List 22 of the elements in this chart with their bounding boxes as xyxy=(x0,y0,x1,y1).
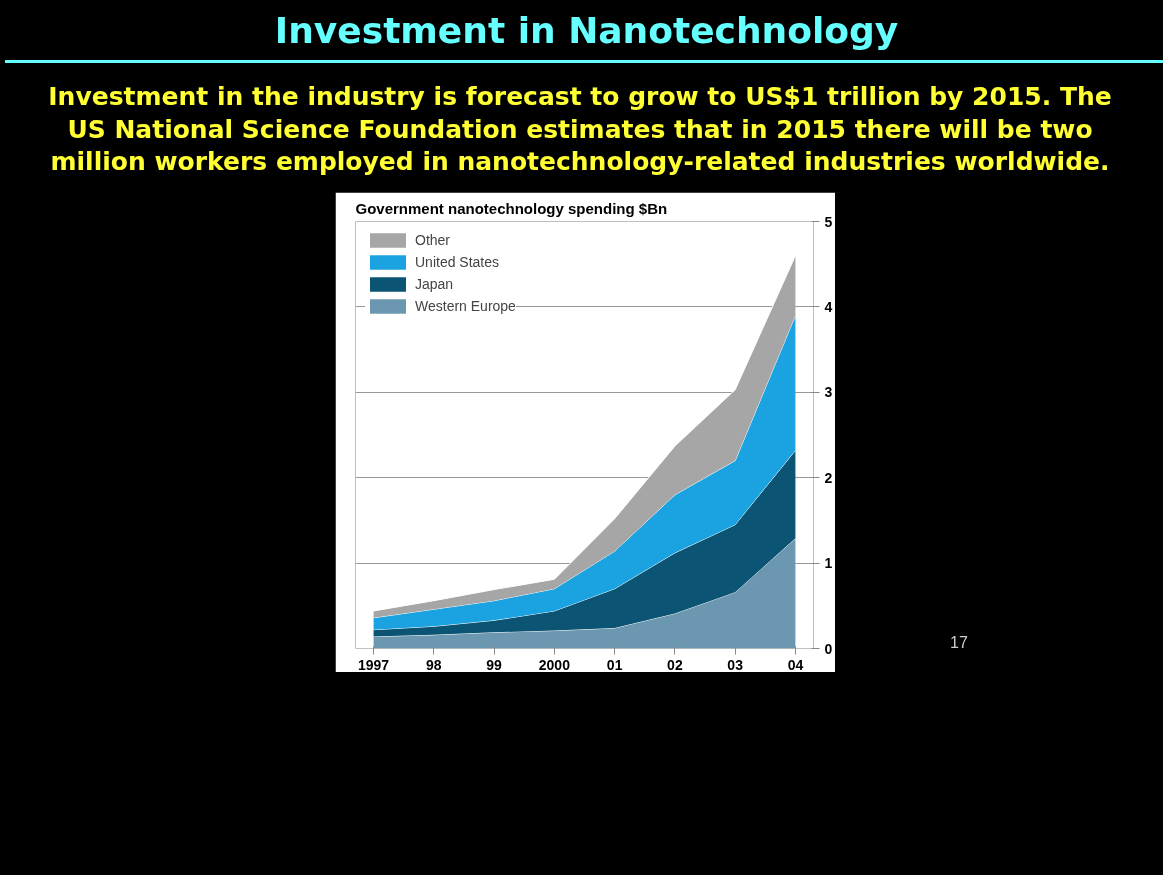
legend-label: United States xyxy=(415,253,500,270)
legend-label: Western Europe xyxy=(415,297,516,314)
x-tick-label: 04 xyxy=(787,656,804,673)
legend-label: Japan xyxy=(415,275,454,292)
x-tick-label: 2000 xyxy=(538,656,571,673)
y-tick-label: 1 xyxy=(824,555,833,572)
y-axis-title: Government nanotechnology spending $Bn xyxy=(355,199,668,217)
x-tick-label: 02 xyxy=(667,656,683,673)
y-tick-label: 3 xyxy=(824,384,833,401)
x-tick-label: 03 xyxy=(727,656,744,673)
y-tick-label: 2 xyxy=(824,469,833,486)
chart-title: Investment in Nanotechnology xyxy=(274,9,899,53)
y-tick-label: 4 xyxy=(824,298,833,315)
y-tick-label: 5 xyxy=(824,213,833,230)
chart-subtitle: Investment in the industry is forecast to grow to US$1 trillion by 2015. The US National Science Foundation estimates that in 2015 there will be two million workers employed in nanotechnology-related industries worldwide. xyxy=(47,81,1113,179)
x-tick-label: 99 xyxy=(486,656,503,673)
y-tick-label: 0 xyxy=(824,640,833,657)
text: 17 xyxy=(950,632,968,653)
x-tick-label: 01 xyxy=(606,656,623,673)
x-tick-label: 1997 xyxy=(358,656,390,673)
x-tick-label: 98 xyxy=(426,656,442,673)
legend-label: Other xyxy=(415,231,451,248)
